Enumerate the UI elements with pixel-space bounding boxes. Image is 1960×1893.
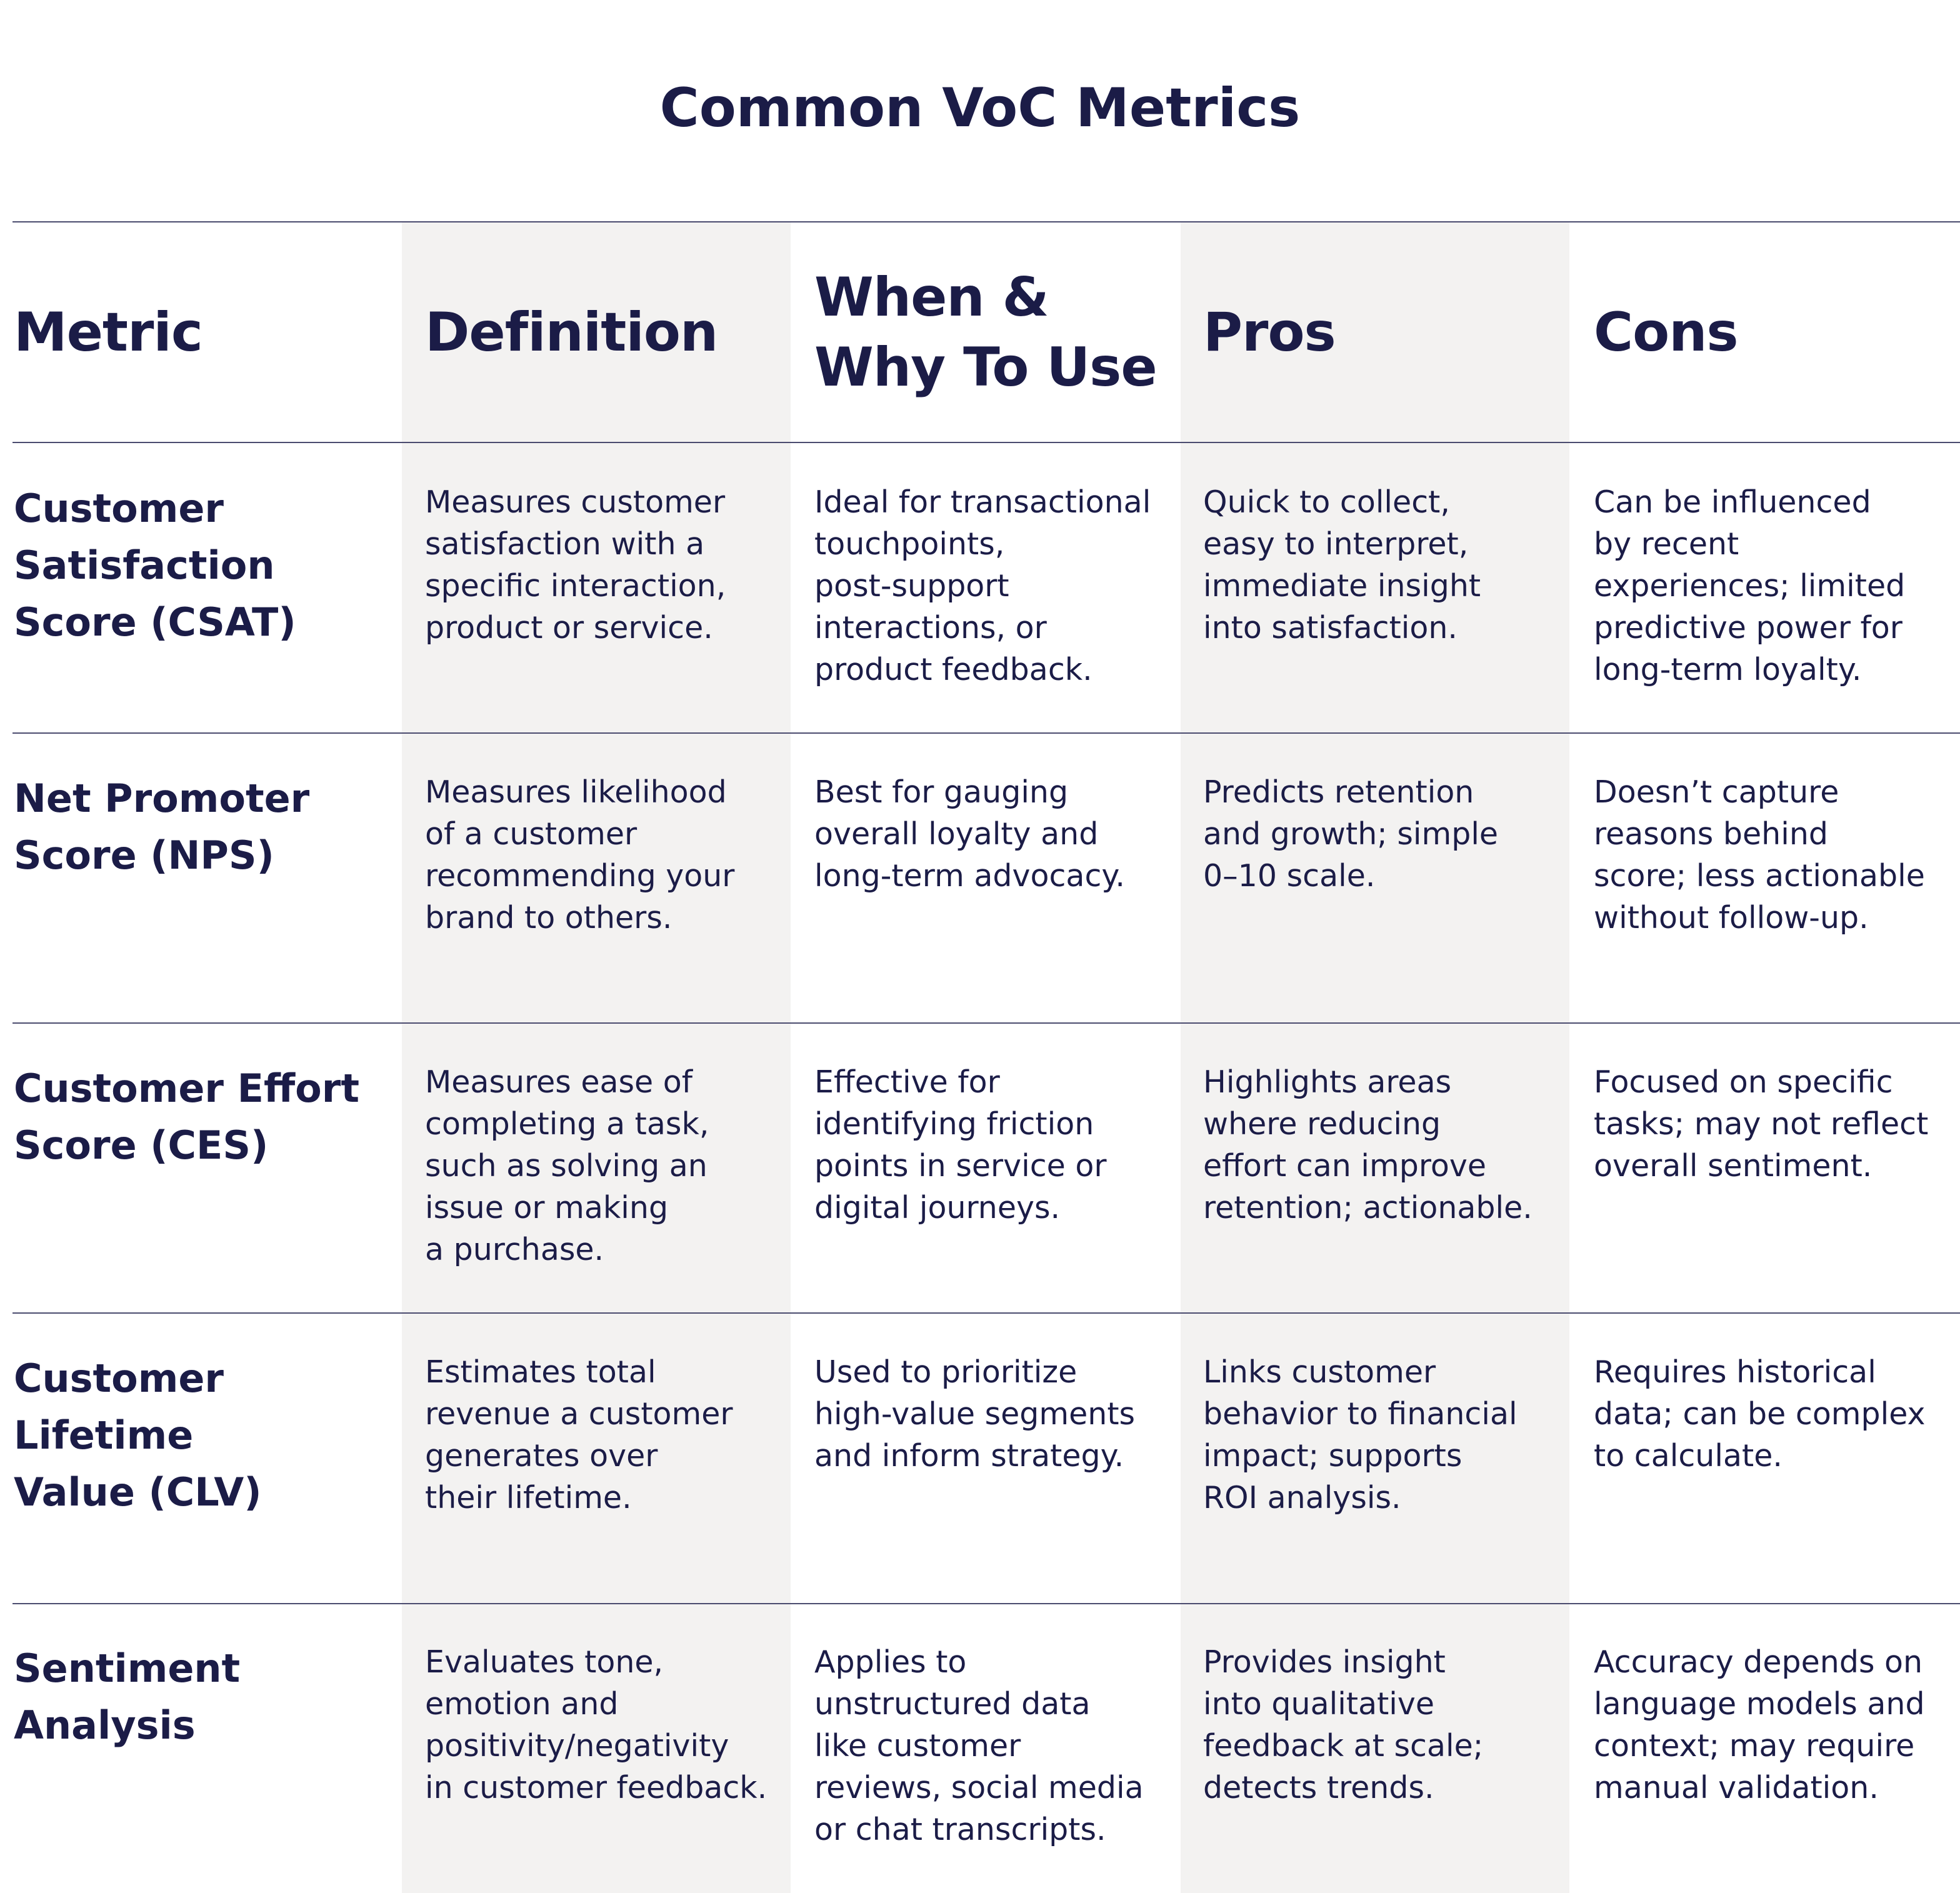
pros-cell: Predicts retention and growth; simple 0–… — [1203, 774, 1499, 894]
definition-cell: Estimates total revenue a customer gener… — [425, 1354, 733, 1516]
cons-cell: Can be influenced by recent experiences;… — [1594, 484, 1906, 687]
row-divider — [12, 1022, 1960, 1024]
pros-cell: Quick to collect, easy to interpret, imm… — [1203, 484, 1481, 646]
row-divider — [12, 1312, 1960, 1314]
column-header-label: Definition — [425, 301, 718, 364]
column-shade-definition — [402, 222, 791, 1893]
pros-cell: Links customer behavior to financial imp… — [1203, 1354, 1518, 1516]
when-why-cell: Effective for identifying friction point… — [814, 1064, 1107, 1226]
when-why-cell: Ideal for transactional touchpoints, pos… — [814, 484, 1151, 687]
metric-name: Net Promoter Score (NPS) — [14, 776, 310, 878]
cons-cell: Focused on specific tasks; may not refle… — [1594, 1064, 1929, 1184]
column-header-cons: Cons — [1594, 222, 1956, 442]
column-header-label: When & Why To Use — [814, 266, 1158, 399]
column-header-when-why: When & Why To Use — [814, 222, 1177, 442]
metric-name: Customer Effort Score (CES) — [14, 1066, 359, 1168]
definition-cell: Measures ease of completing a task, such… — [425, 1064, 709, 1267]
definition-cell: Measures customer satisfaction with a sp… — [425, 484, 726, 646]
cons-cell: Doesn’t capture reasons behind score; le… — [1594, 774, 1925, 936]
cons-cell: Requires historical data; can be complex… — [1594, 1354, 1926, 1474]
row-divider — [12, 1603, 1960, 1604]
when-why-cell: Used to prioritize high-value segments a… — [814, 1354, 1136, 1474]
metric-name: Customer Lifetime Value (CLV) — [14, 1356, 262, 1515]
column-header-label: Metric — [14, 301, 203, 364]
row-divider — [12, 732, 1960, 734]
table-top-rule — [12, 221, 1960, 222]
definition-cell: Evaluates tone, emotion and positivity/n… — [425, 1644, 768, 1806]
column-header-label: Pros — [1203, 301, 1336, 364]
definition-cell: Measures likelihood of a customer recomm… — [425, 774, 735, 936]
cons-cell: Accuracy depends on language models and … — [1594, 1644, 1925, 1806]
metric-name: Customer Satisfaction Score (CSAT) — [14, 486, 296, 645]
metric-name: Sentiment Analysis — [14, 1646, 241, 1748]
header-divider — [12, 442, 1960, 443]
pros-cell: Provides insight into qualitative feedba… — [1203, 1644, 1484, 1806]
when-why-cell: Best for gauging overall loyalty and lon… — [814, 774, 1125, 894]
column-header-metric: Metric — [14, 222, 389, 442]
column-shade-pros — [1181, 222, 1569, 1893]
when-why-cell: Applies to unstructured data like custom… — [814, 1644, 1144, 1847]
column-header-pros: Pros — [1203, 222, 1566, 442]
column-header-definition: Definition — [425, 222, 788, 442]
page-title: Common VoC Metrics — [659, 77, 1301, 139]
column-header-label: Cons — [1594, 301, 1739, 364]
pros-cell: Highlights areas where reducing effort c… — [1203, 1064, 1532, 1226]
